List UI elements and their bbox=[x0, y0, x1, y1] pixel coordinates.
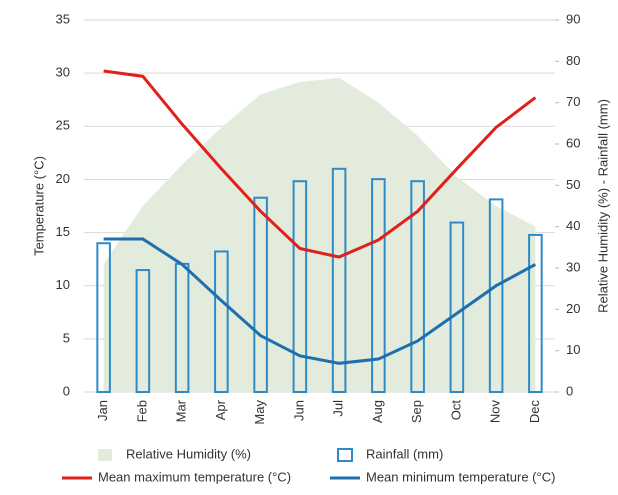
y2-tick-label: 60 bbox=[566, 135, 580, 150]
y-tick-label: 25 bbox=[56, 118, 70, 133]
y-tick-label: 35 bbox=[56, 11, 70, 26]
y2-tick-label: 10 bbox=[566, 342, 580, 357]
legend-label: Rainfall (mm) bbox=[366, 446, 443, 461]
x-tick-label: Jan bbox=[95, 400, 110, 421]
y2-tick-label: 70 bbox=[566, 94, 580, 109]
y2-tick-label: 20 bbox=[566, 301, 580, 316]
y2-tick-label: 50 bbox=[566, 177, 580, 192]
legend-swatch bbox=[338, 449, 352, 461]
x-tick-label: Oct bbox=[448, 400, 463, 421]
x-tick-label: Jun bbox=[291, 400, 306, 421]
x-tick-label: Sep bbox=[409, 400, 424, 423]
x-tick-label: Feb bbox=[134, 400, 149, 422]
y2-tick-label: 40 bbox=[566, 218, 580, 233]
x-tick-label: Jul bbox=[331, 400, 346, 417]
x-tick-label: Nov bbox=[488, 400, 503, 424]
y-tick-label: 20 bbox=[56, 171, 70, 186]
y2-tick-label: 30 bbox=[566, 259, 580, 274]
y-tick-label: 10 bbox=[56, 277, 70, 292]
y-axis-label: Temperature (°C) bbox=[31, 156, 46, 256]
y2-tick-label: 0 bbox=[566, 383, 573, 398]
x-tick-label: Aug bbox=[370, 400, 385, 423]
legend-swatch bbox=[98, 449, 112, 461]
y-tick-label: 5 bbox=[63, 330, 70, 345]
y2-axis-label: Relative Humidity (%) - Rainfall (mm) bbox=[595, 99, 610, 313]
y-tick-label: 15 bbox=[56, 224, 70, 239]
y2-tick-label: 90 bbox=[566, 11, 580, 26]
chart: 0 5 10 15 20 25 30 35 0 10 20 30 40 50 60 70 80 90 Tempera… bbox=[0, 0, 618, 495]
y-tick-label: 0 bbox=[63, 383, 70, 398]
x-tick-label: Dec bbox=[527, 400, 542, 424]
legend-label: Mean maximum temperature (°C) bbox=[98, 469, 291, 484]
y-tick-label: 30 bbox=[56, 65, 70, 80]
humidity-area bbox=[104, 78, 536, 392]
x-tick-label: Apr bbox=[213, 399, 228, 420]
x-tick-label: Mar bbox=[174, 399, 189, 422]
y2-tick-label: 80 bbox=[566, 53, 580, 68]
legend-label: Relative Humidity (%) bbox=[126, 446, 251, 461]
legend-label: Mean minimum temperature (°C) bbox=[366, 469, 555, 484]
x-tick-label: May bbox=[252, 400, 267, 425]
